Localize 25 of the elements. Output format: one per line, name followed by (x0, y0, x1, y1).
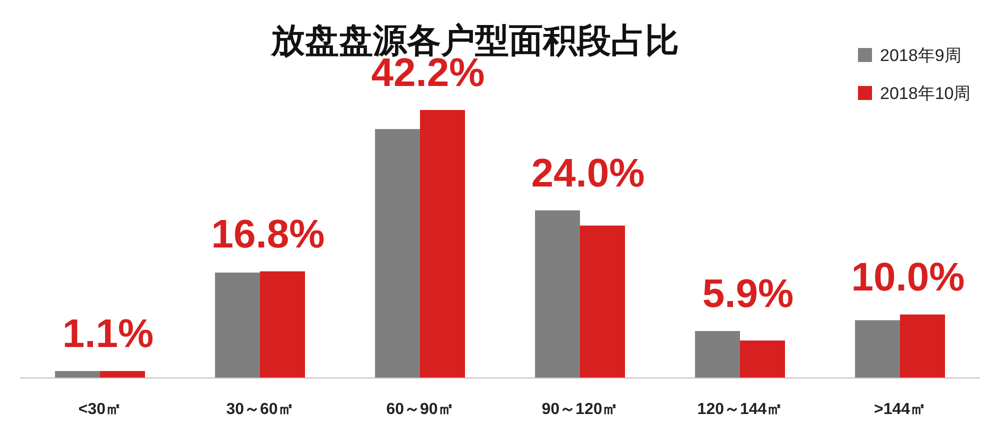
bar (855, 320, 900, 378)
x-tick-label: 30～60㎡ (226, 401, 294, 418)
bar (580, 226, 625, 378)
bar (375, 129, 420, 378)
bar (695, 331, 740, 378)
x-tick-label: 90～120㎡ (542, 401, 618, 418)
bar (55, 371, 100, 378)
bar (740, 340, 785, 378)
bar (420, 110, 465, 378)
bar (535, 210, 580, 378)
bar (900, 314, 945, 378)
data-label: 1.1% (62, 312, 154, 356)
data-label: 16.8% (211, 212, 325, 256)
x-tick-label: 60～90㎡ (386, 401, 454, 418)
x-tick-label: 120～144㎡ (697, 401, 783, 418)
data-label: 10.0% (851, 255, 965, 300)
legend-label: 2018年9周 (880, 46, 962, 65)
data-label: 24.0% (531, 151, 645, 196)
data-label: 5.9% (702, 272, 794, 316)
x-tick-label: <30㎡ (78, 401, 122, 418)
bar (260, 271, 305, 378)
bar (215, 272, 260, 378)
legend-label: 2018年10周 (880, 84, 971, 103)
bar (100, 371, 145, 378)
x-tick-label: >144㎡ (874, 401, 926, 418)
